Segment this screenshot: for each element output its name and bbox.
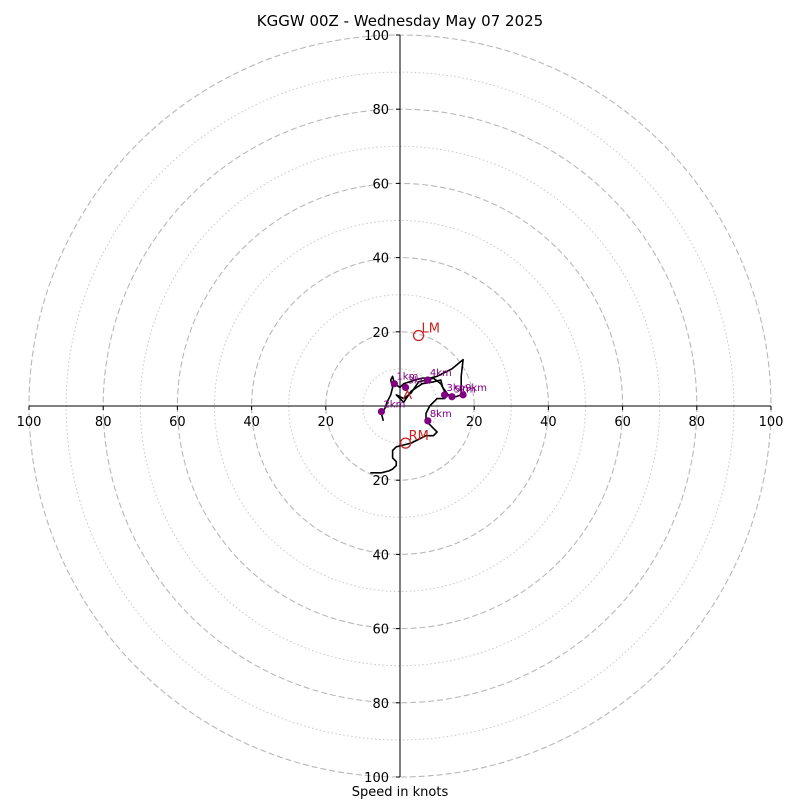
axes (29, 35, 771, 777)
height-marker (390, 380, 399, 388)
height-marker-label: 3km (408, 375, 430, 386)
x-tick-label: 40 (540, 415, 557, 430)
y-tick-label: 60 (372, 623, 389, 638)
height-marker (424, 417, 432, 425)
height-marker-label: 5km (454, 385, 476, 396)
x-tick-label: 100 (759, 415, 784, 430)
mean-wind-marker (402, 389, 413, 400)
x-tick-label: 80 (95, 415, 112, 430)
storm-motion-group: LM RM (399, 322, 440, 449)
height-marker (377, 407, 386, 416)
height-marker-label: 8km (430, 409, 452, 420)
height-marker-label: 4km (430, 368, 452, 379)
x-tick-label: 40 (243, 415, 260, 430)
x-axis-label: Speed in knots (352, 785, 449, 800)
chart-title: KGGW 00Z - Wednesday May 07 2025 (257, 12, 543, 30)
x-tick-label: 100 (17, 415, 42, 430)
height-marker (440, 391, 449, 399)
storm-motion-label: RM (409, 429, 429, 444)
y-tick-label: 40 (372, 252, 389, 267)
y-tick-label: 60 (372, 177, 389, 192)
y-tick-label: 100 (364, 771, 389, 786)
height-marker-label: 2km (383, 400, 405, 411)
x-tick-labels: 100 80 60 40 20 20 40 60 80 100 (17, 406, 784, 430)
height-marker-label: 9km (465, 383, 487, 394)
height-marker-label: 1km (396, 372, 418, 383)
y-tick-label: 80 (372, 697, 389, 712)
height-marker (459, 391, 467, 399)
x-tick-label: 80 (689, 415, 706, 430)
x-tick-label: 20 (318, 415, 335, 430)
y-tick-label: 40 (372, 548, 389, 563)
height-marker (424, 376, 432, 384)
height-marker-label: 3km (447, 383, 469, 394)
y-tick-labels: 100 80 60 40 20 20 40 60 80 100 (364, 29, 400, 786)
x-tick-label: 60 (169, 415, 186, 430)
storm-motion-marker (412, 329, 425, 342)
y-tick-label: 20 (372, 474, 389, 489)
y-tick-label: 100 (364, 29, 389, 44)
x-tick-label: 60 (614, 415, 631, 430)
x-tick-label: 20 (466, 415, 483, 430)
storm-motion-marker (399, 437, 412, 449)
storm-motion-label: LM (422, 322, 440, 337)
y-tick-label: 20 (372, 326, 389, 341)
y-tick-label: 80 (372, 103, 389, 118)
height-marker (401, 383, 410, 392)
height-marker (448, 393, 456, 401)
